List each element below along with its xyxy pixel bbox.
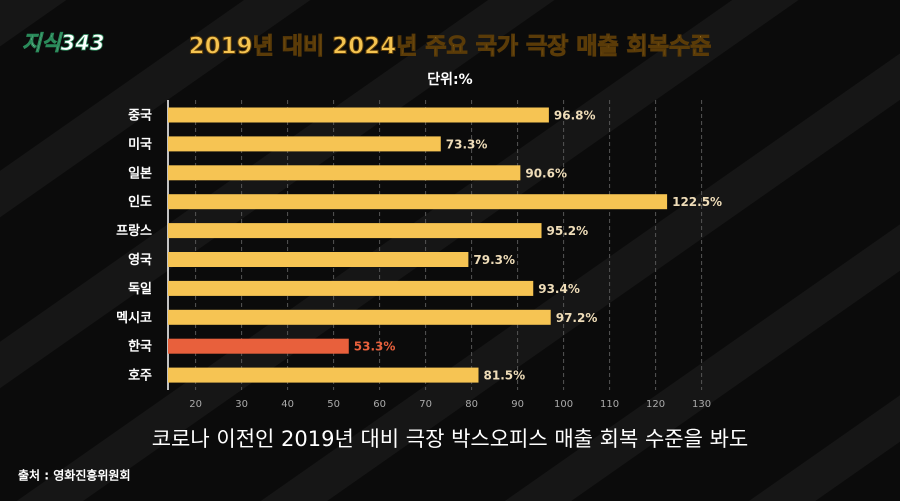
x-tick-label: 50 [327, 399, 340, 410]
x-tick-label: 80 [465, 399, 478, 410]
source: 출처 : 영화진흥위원회 [18, 468, 131, 483]
x-tick-label: 40 [281, 399, 294, 410]
y-tick-label: 영국 [128, 253, 152, 268]
y-tick-label: 인도 [128, 194, 152, 210]
logo: 지식343 [22, 31, 104, 55]
x-tick-label: 110 [600, 399, 619, 410]
y-tick-label: 미국 [128, 136, 152, 152]
y-tick-label: 독일 [128, 282, 152, 297]
y-tick-label: 중국 [128, 109, 152, 124]
bar [168, 280, 534, 296]
value-label: 95.2% [547, 224, 589, 238]
y-tick-label: 한국 [128, 339, 152, 355]
x-tick-label: 90 [511, 399, 524, 410]
value-label: 97.2% [556, 311, 598, 325]
y-tick-label: 일본 [128, 166, 152, 181]
y-tick-label: 호주 [128, 369, 152, 384]
value-label: 53.3% [354, 340, 396, 354]
value-label: 81.5% [484, 369, 526, 383]
x-tick-label: 130 [692, 399, 711, 410]
chart-title: 2019년 대비 2024년 주요 국가 극장 매출 회복수준 [189, 34, 712, 60]
bar [168, 223, 542, 239]
value-label: 122.5% [672, 195, 722, 209]
x-tick-label: 100 [554, 399, 573, 410]
value-label: 90.6% [525, 166, 567, 180]
bar [168, 194, 668, 210]
bar [168, 309, 551, 325]
chart-subtitle: 단위:% [427, 71, 472, 88]
bar [168, 165, 521, 181]
x-tick-label: 30 [235, 399, 248, 410]
bar [168, 252, 469, 267]
value-label: 93.4% [538, 282, 580, 296]
bar [168, 367, 479, 383]
bar [168, 338, 349, 354]
value-label: 96.8% [554, 109, 596, 123]
y-tick-label: 멕시코 [116, 310, 152, 326]
caption: 코로나 이전인 2019년 대비 극장 박스오피스 매출 회복 수준을 봐도 [152, 427, 749, 451]
bar [168, 107, 549, 123]
x-tick-label: 120 [646, 399, 665, 410]
x-tick-label: 20 [189, 399, 202, 410]
x-tick-label: 70 [419, 399, 432, 410]
value-label: 79.3% [473, 253, 515, 267]
value-label: 73.3% [446, 137, 488, 151]
x-tick-label: 60 [373, 399, 386, 410]
y-tick-label: 프랑스 [116, 224, 152, 239]
bar [168, 136, 441, 152]
